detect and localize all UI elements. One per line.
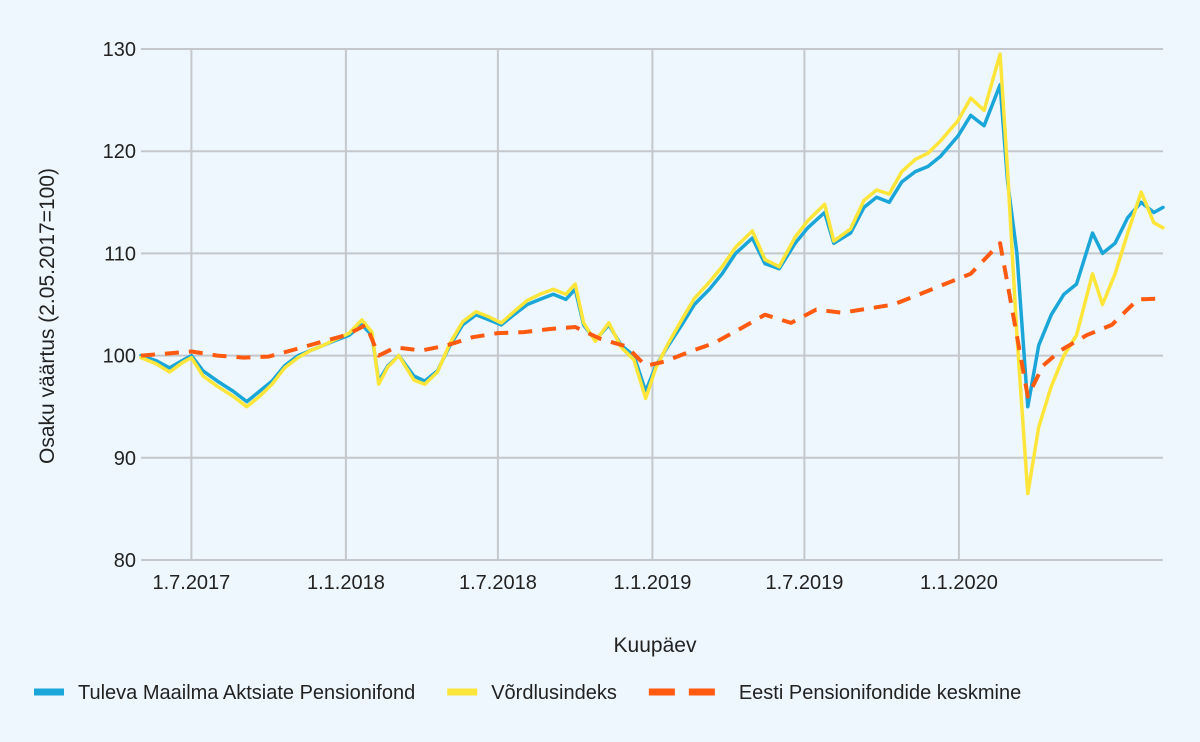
- y-tick-label: 80: [114, 550, 136, 572]
- legend-item-2: Võrdlusindeks: [447, 682, 617, 704]
- x-tick-label: 1.1.2019: [613, 572, 691, 594]
- x-tick-label: 1.1.2018: [307, 572, 385, 594]
- grid-layer: [141, 48, 1163, 561]
- x-axis-label: Kuupäev: [614, 634, 697, 657]
- legend-item-1: Tuleva Maailma Aktsiate Pensionifond: [34, 682, 415, 704]
- legend-label: Võrdlusindeks: [491, 682, 617, 704]
- y-axis-ticks: 80 90 100 110 120 130: [103, 39, 136, 572]
- y-tick-label: 90: [114, 448, 136, 470]
- x-tick-label: 1.7.2018: [459, 572, 537, 594]
- legend-label: Tuleva Maailma Aktsiate Pensionifond: [78, 682, 415, 704]
- legend: Tuleva Maailma Aktsiate Pensionifond Võrd…: [34, 682, 1021, 704]
- x-axis-ticks: 1.7.2017 1.1.2018 1.7.2018 1.1.2019 1.7.2019…: [152, 572, 997, 594]
- legend-item-3: Eesti Pensionifondide keskmine: [648, 682, 1021, 704]
- y-tick-label: 100: [103, 346, 136, 368]
- x-tick-label: 1.1.2020: [920, 572, 998, 594]
- legend-label: Eesti Pensionifondide keskmine: [739, 682, 1021, 704]
- series-line-2: [139, 52, 1165, 496]
- x-tick-label: 1.7.2017: [152, 572, 230, 594]
- series-line-3: [140, 241, 1164, 399]
- series-layer: [139, 52, 1165, 496]
- y-tick-label: 120: [103, 141, 136, 163]
- y-tick-label: 130: [103, 39, 136, 61]
- x-tick-label: 1.7.2019: [765, 572, 843, 594]
- y-tick-label: 110: [104, 243, 136, 265]
- y-axis-label: Osaku väärtus (2.05.2017=100): [36, 168, 59, 464]
